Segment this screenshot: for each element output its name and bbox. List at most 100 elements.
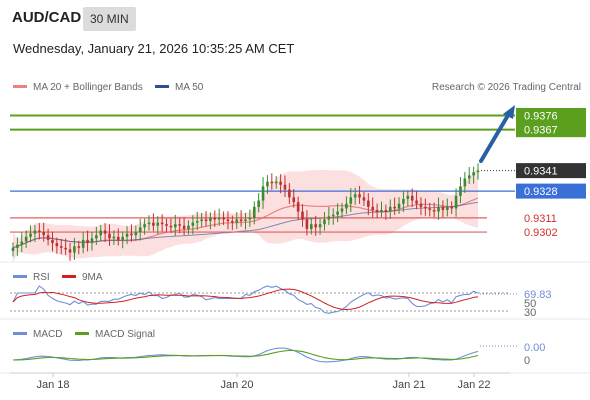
macd-tick-value: 0.00: [524, 342, 545, 354]
candle: [191, 215, 195, 235]
macd-legend-label: MACD: [33, 329, 62, 340]
candle-body: [81, 239, 85, 248]
candle: [441, 200, 445, 218]
candle-body: [239, 219, 243, 222]
x-tick-label: Jan 20: [220, 379, 253, 391]
candle: [195, 211, 199, 231]
candle: [73, 237, 76, 260]
level-label-current-2: 0.9341: [524, 166, 558, 178]
interval-badge[interactable]: 30 MIN: [83, 7, 136, 31]
candle-body: [11, 247, 15, 251]
candle: [200, 213, 203, 228]
candle: [174, 214, 177, 236]
candle-body: [279, 181, 282, 185]
candle-body: [130, 233, 133, 236]
candle-body: [318, 224, 322, 228]
candle-body: [288, 189, 291, 198]
candle: [397, 197, 401, 214]
rsi-tick-50: 50: [524, 298, 536, 310]
candle: [266, 175, 269, 194]
candle: [424, 198, 427, 216]
candle-body: [283, 184, 287, 190]
candle-body: [252, 206, 256, 218]
candle: [46, 228, 50, 246]
candle: [204, 211, 208, 227]
rsi-ma-line: [12, 288, 479, 311]
candle-body: [99, 230, 103, 236]
candle-body: [116, 236, 120, 240]
level-label-resistance-1: 0.9367: [524, 125, 558, 137]
candle: [24, 230, 28, 248]
macd-signal-legend-swatch: [75, 332, 89, 335]
candle-body: [231, 221, 234, 223]
candle: [292, 189, 296, 208]
candle-body: [323, 219, 326, 225]
candle-body: [20, 241, 24, 245]
candle: [314, 215, 317, 236]
candle-body: [270, 181, 274, 184]
copyright-label: Research © 2026 Trading Central: [432, 82, 581, 93]
candle: [467, 166, 471, 185]
candle-body: [156, 222, 160, 226]
candle: [99, 224, 103, 241]
candle-body: [305, 219, 309, 229]
candle-body: [24, 236, 28, 242]
level-badge-resistance-1: [516, 122, 586, 138]
candle: [288, 183, 291, 204]
candle-body: [358, 194, 361, 198]
ma50-line: [12, 201, 479, 249]
candle-body: [454, 195, 458, 209]
candle: [235, 212, 239, 230]
candle-body: [415, 200, 418, 204]
level-label-pivot-3: 0.9328: [524, 186, 558, 198]
candle: [42, 222, 46, 242]
candle: [393, 197, 396, 215]
candle-body: [147, 222, 151, 225]
candle-body: [77, 246, 81, 248]
candle-body: [362, 197, 366, 201]
macd-tick-zero: 0: [524, 355, 530, 367]
candle: [270, 173, 274, 190]
candle-body: [445, 206, 449, 211]
candle: [130, 224, 133, 242]
candle-body: [191, 222, 195, 226]
candle: [327, 207, 331, 225]
macd-signal-line: [12, 349, 479, 361]
candle: [244, 213, 247, 230]
candle: [463, 172, 467, 193]
candle: [121, 231, 124, 249]
forecast-arrow: [479, 115, 509, 163]
candle-body: [388, 206, 392, 212]
candle-body: [143, 224, 146, 228]
candle-body: [380, 210, 383, 212]
level-label-support-5: 0.9302: [524, 227, 558, 239]
candle: [279, 174, 282, 194]
candle: [257, 193, 260, 213]
candle-body: [349, 197, 353, 204]
candle: [437, 197, 440, 220]
candle: [410, 188, 414, 208]
candle-body: [419, 203, 423, 207]
candle: [231, 215, 234, 231]
candle: [116, 228, 120, 246]
candle-body: [336, 211, 339, 215]
candle-body: [200, 219, 203, 222]
candle: [367, 193, 370, 216]
candle: [305, 210, 309, 236]
candle-body: [217, 217, 221, 220]
candle: [55, 237, 59, 254]
x-tick-label: Jan 21: [392, 379, 425, 391]
candle-body: [112, 236, 116, 239]
candle: [112, 230, 116, 245]
candle-body: [309, 224, 313, 229]
candle: [33, 224, 37, 242]
candle-body: [160, 222, 164, 225]
candle: [125, 226, 129, 245]
candle-body: [371, 206, 375, 211]
candle-body: [424, 206, 427, 209]
candle-body: [169, 225, 173, 228]
candle: [64, 238, 67, 255]
candle-body: [55, 243, 59, 247]
rsi-legend-label: RSI: [33, 272, 50, 283]
candle-body: [213, 217, 217, 220]
